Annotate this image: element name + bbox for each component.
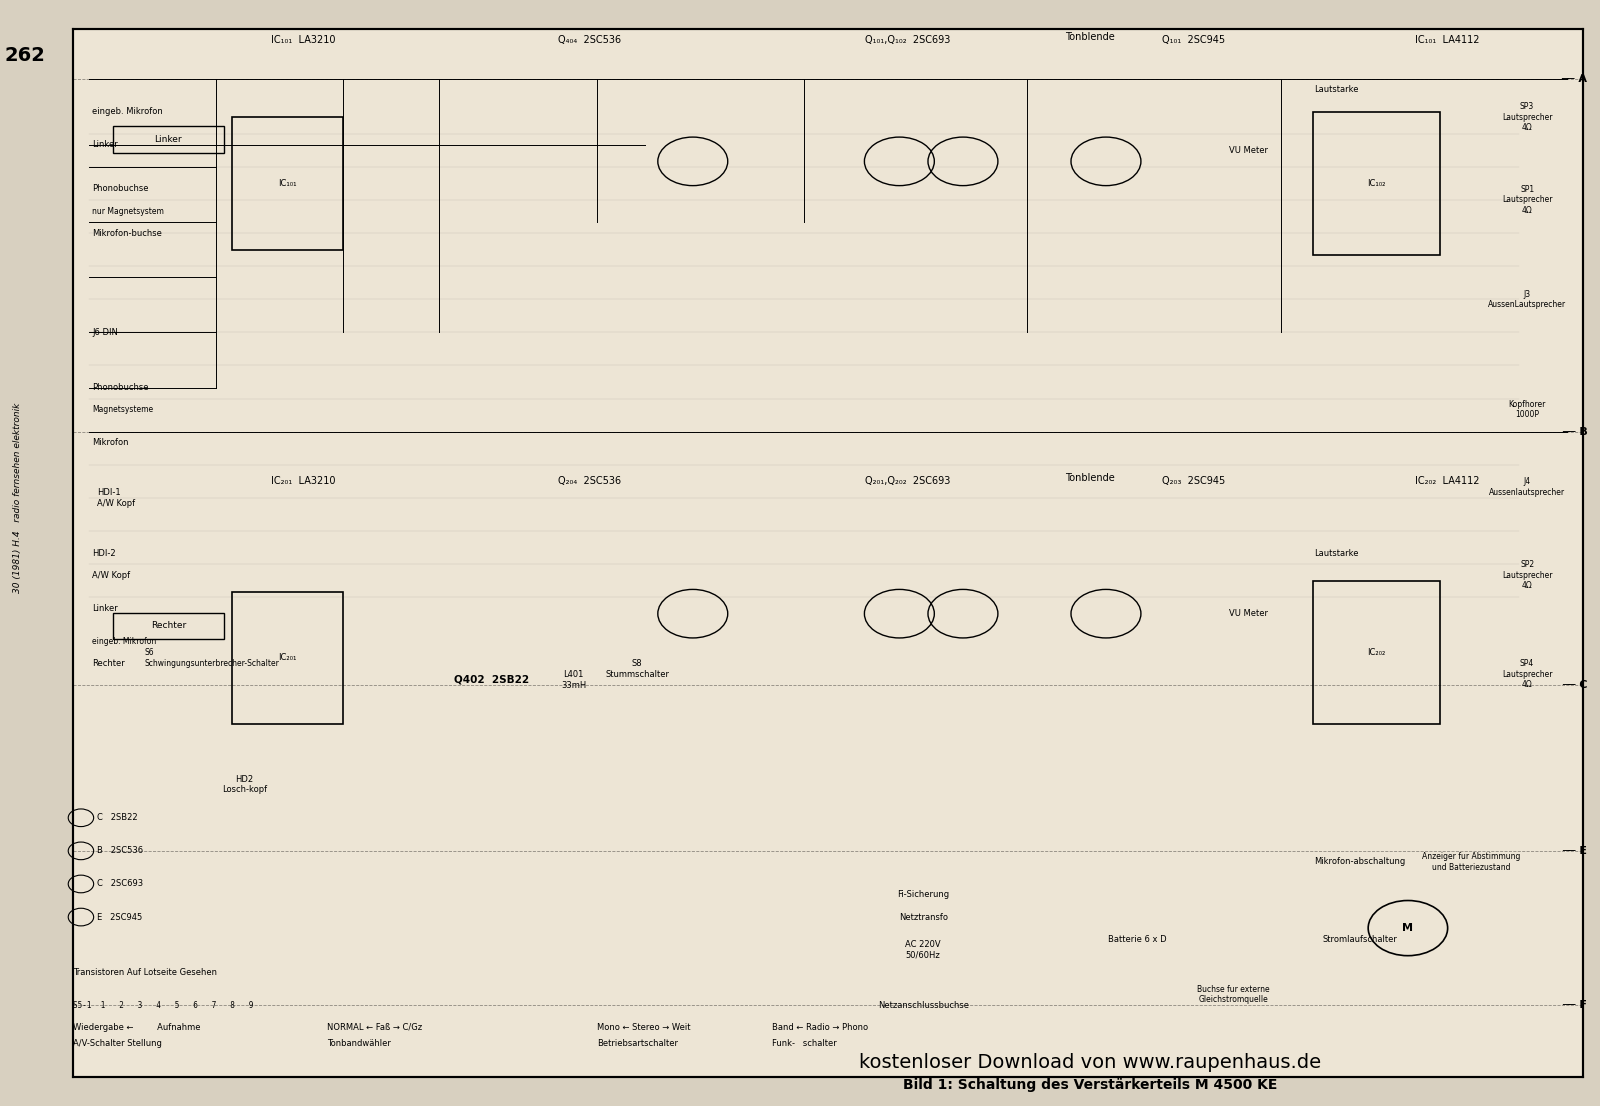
Text: SP1
Lautsprecher
4Ω: SP1 Lautsprecher 4Ω (1502, 185, 1552, 215)
Text: HD2
Losch-kopf: HD2 Losch-kopf (222, 775, 267, 794)
Text: Tonblende: Tonblende (1066, 32, 1115, 42)
Text: A/W Kopf: A/W Kopf (93, 571, 130, 580)
Text: ── F: ── F (1563, 1000, 1587, 1010)
Text: J4
Aussenlautsprecher: J4 Aussenlautsprecher (1490, 477, 1565, 497)
Text: VU Meter: VU Meter (1229, 609, 1269, 618)
Text: HDI-1: HDI-1 (98, 488, 120, 497)
Text: AC 220V
50/60Hz: AC 220V 50/60Hz (906, 940, 941, 960)
Text: NORMAL ← Faß → C/Gz: NORMAL ← Faß → C/Gz (328, 1023, 422, 1032)
Text: Netztransfo: Netztransfo (899, 912, 947, 921)
Text: Band ← Radio → Phono: Band ← Radio → Phono (773, 1023, 869, 1032)
Text: A/W Kopf: A/W Kopf (98, 499, 134, 508)
Text: B   2SC536: B 2SC536 (98, 846, 142, 855)
Text: Mono ← Stereo → Weit: Mono ← Stereo → Weit (597, 1023, 691, 1032)
Bar (112, 126, 224, 153)
Text: Rechter: Rechter (93, 659, 125, 668)
Text: Linker: Linker (93, 604, 118, 613)
Text: C   2SC693: C 2SC693 (98, 879, 142, 888)
Text: Transistoren Auf Lotseite Gesehen: Transistoren Auf Lotseite Gesehen (74, 968, 218, 977)
Text: Anzeiger fur Abstimmung
und Batteriezustand: Anzeiger fur Abstimmung und Batteriezust… (1422, 853, 1520, 872)
Text: Fi-Sicherung: Fi-Sicherung (898, 890, 949, 899)
Text: IC₁₀₁: IC₁₀₁ (278, 179, 296, 188)
Text: Q₂₀₁,Q₂₀₂  2SC693: Q₂₀₁,Q₂₀₂ 2SC693 (864, 477, 950, 487)
Text: Mikrofon-abschaltung: Mikrofon-abschaltung (1315, 857, 1406, 866)
Text: J3
AussenLautsprecher: J3 AussenLautsprecher (1488, 290, 1566, 309)
Text: Funk-   schalter: Funk- schalter (773, 1040, 837, 1048)
Text: Tonblende: Tonblende (1066, 473, 1115, 483)
Text: IC₂₀₂: IC₂₀₂ (1366, 648, 1386, 657)
Text: Netzanschlussbuchse: Netzanschlussbuchse (878, 1001, 968, 1010)
Text: Bild 1: Schaltung des Verstärkerteils M 4500 KE: Bild 1: Schaltung des Verstärkerteils M … (902, 1077, 1277, 1092)
Text: Q402  2SB22: Q402 2SB22 (454, 675, 530, 685)
Text: L401
33mH: L401 33mH (562, 670, 586, 689)
Text: 262: 262 (5, 45, 46, 64)
Text: Stromlaufschalter: Stromlaufschalter (1323, 935, 1398, 943)
Bar (112, 613, 224, 639)
Text: Phonobuchse: Phonobuchse (93, 185, 149, 194)
Text: S5-1  1   2   3   4   5   6   7   8   9: S5-1 1 2 3 4 5 6 7 8 9 (74, 1001, 253, 1010)
Text: Q₁₀₁,Q₁₀₂  2SC693: Q₁₀₁,Q₁₀₂ 2SC693 (864, 35, 950, 45)
Text: IC₁₀₁  LA3210: IC₁₀₁ LA3210 (270, 35, 336, 45)
Text: ── E: ── E (1563, 846, 1587, 856)
Text: Mikrofon-buchse: Mikrofon-buchse (93, 229, 162, 238)
Text: eingeb. Mikrofon: eingeb. Mikrofon (93, 637, 157, 646)
Text: HDI-2: HDI-2 (93, 549, 115, 557)
Text: IC₂₀₂  LA4112: IC₂₀₂ LA4112 (1416, 477, 1480, 487)
Text: S6
Schwingungsunterbrecher-Schalter: S6 Schwingungsunterbrecher-Schalter (144, 648, 280, 668)
Text: C   2SB22: C 2SB22 (98, 813, 138, 822)
Text: kostenloser Download von www.raupenhaus.de: kostenloser Download von www.raupenhaus.… (859, 1053, 1322, 1072)
Text: nur Magnetsystem: nur Magnetsystem (93, 207, 163, 216)
Text: IC₂₀₁  LA3210: IC₂₀₁ LA3210 (270, 477, 336, 487)
Text: Kopfhorer
1000P: Kopfhorer 1000P (1509, 400, 1546, 419)
Text: M: M (1403, 924, 1413, 933)
Text: Linker: Linker (93, 140, 118, 149)
Text: Mikrofon: Mikrofon (93, 438, 128, 447)
Text: VU Meter: VU Meter (1229, 146, 1269, 155)
Text: ── C: ── C (1562, 680, 1587, 690)
Text: ── B: ── B (1562, 427, 1587, 437)
Text: Wiedergabe ←         Aufnahme: Wiedergabe ← Aufnahme (74, 1023, 200, 1032)
Text: Q₂₀₃  2SC945: Q₂₀₃ 2SC945 (1162, 477, 1226, 487)
Text: E   2SC945: E 2SC945 (98, 912, 142, 921)
Text: Phonobuchse: Phonobuchse (93, 383, 149, 392)
Text: S8
Stummschalter: S8 Stummschalter (605, 659, 669, 679)
Bar (1312, 112, 1440, 255)
Text: Linker: Linker (155, 135, 182, 144)
Text: Q₄₀₄  2SC536: Q₄₀₄ 2SC536 (558, 35, 621, 45)
Text: A/V-Schalter Stellung: A/V-Schalter Stellung (74, 1040, 162, 1048)
Text: Magnetsysteme: Magnetsysteme (93, 405, 154, 414)
Text: J6 DIN: J6 DIN (93, 327, 118, 337)
Text: 30 (1981) H.4   radio fernsehen elektronik: 30 (1981) H.4 radio fernsehen elektronik (13, 403, 22, 593)
Text: IC₁₀₁  LA4112: IC₁₀₁ LA4112 (1416, 35, 1480, 45)
Text: SP2
Lautsprecher
4Ω: SP2 Lautsprecher 4Ω (1502, 560, 1552, 589)
Text: Buchse fur externe
Gleichstromquelle: Buchse fur externe Gleichstromquelle (1197, 984, 1269, 1004)
Text: SP4
Lautsprecher
4Ω: SP4 Lautsprecher 4Ω (1502, 659, 1552, 689)
Text: Tonbandwähler: Tonbandwähler (328, 1040, 390, 1048)
Bar (232, 117, 342, 250)
Text: Lautstarke: Lautstarke (1314, 85, 1358, 94)
Text: Q₂₀₄  2SC536: Q₂₀₄ 2SC536 (558, 477, 621, 487)
Bar (1312, 581, 1440, 724)
Text: Batterie 6 x D: Batterie 6 x D (1109, 935, 1166, 943)
Text: ── A: ── A (1562, 74, 1587, 84)
Text: IC₂₀₁: IC₂₀₁ (278, 654, 296, 662)
Bar (232, 592, 342, 724)
Text: Lautstarke: Lautstarke (1314, 549, 1358, 557)
Text: eingeb. Mikrofon: eingeb. Mikrofon (93, 107, 163, 116)
Text: Q₁₀₁  2SC945: Q₁₀₁ 2SC945 (1162, 35, 1226, 45)
Text: Betriebsartschalter: Betriebsartschalter (597, 1040, 678, 1048)
Text: Rechter: Rechter (150, 622, 186, 630)
Text: SP3
Lautsprecher
4Ω: SP3 Lautsprecher 4Ω (1502, 103, 1552, 132)
Text: IC₁₀₂: IC₁₀₂ (1366, 179, 1386, 188)
